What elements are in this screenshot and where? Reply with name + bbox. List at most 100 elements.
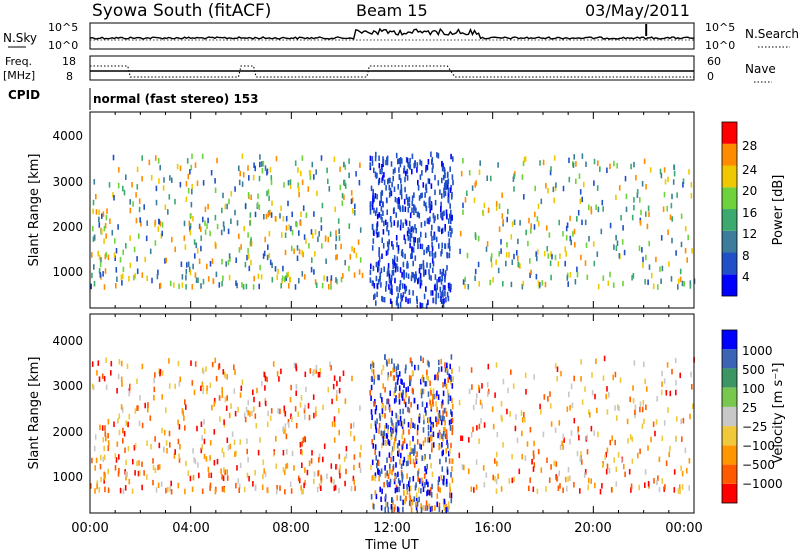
power-cell bbox=[382, 159, 385, 165]
power-cell bbox=[321, 243, 323, 249]
velocity-cell bbox=[569, 475, 571, 481]
power-cell bbox=[344, 183, 347, 189]
velocity-cell bbox=[508, 478, 511, 484]
power-cell bbox=[573, 154, 575, 160]
power-cell bbox=[391, 270, 394, 276]
power-cell bbox=[323, 275, 325, 281]
velocity-cell bbox=[117, 471, 120, 477]
velocity-cell bbox=[665, 460, 668, 466]
power-cbar-tick-24: 24 bbox=[742, 163, 757, 177]
velocity-cell bbox=[401, 433, 403, 440]
velocity-cell bbox=[475, 459, 478, 465]
power-cell bbox=[393, 255, 396, 261]
power-cell bbox=[92, 208, 94, 215]
power-cell bbox=[552, 186, 555, 193]
power-cell bbox=[428, 178, 431, 185]
velocity-cell bbox=[127, 421, 129, 428]
velocity-cell bbox=[512, 383, 515, 389]
power-cell bbox=[317, 236, 319, 242]
power-cell bbox=[383, 172, 385, 178]
power-ytick-4000: 4000 bbox=[52, 129, 83, 143]
velocity-cell bbox=[430, 487, 432, 493]
power-cell bbox=[431, 245, 434, 252]
power-cell bbox=[395, 212, 397, 218]
power-cell bbox=[407, 263, 409, 269]
power-cell bbox=[372, 238, 375, 244]
power-cell bbox=[444, 168, 446, 174]
velocity-cell bbox=[103, 478, 105, 484]
velocity-cell bbox=[555, 461, 558, 467]
power-cell bbox=[98, 222, 101, 228]
velocity-cell bbox=[570, 430, 573, 436]
power-cell bbox=[534, 185, 536, 192]
velocity-cell bbox=[430, 426, 432, 432]
power-cell bbox=[118, 167, 120, 173]
power-cell bbox=[281, 232, 283, 238]
power-cell bbox=[386, 271, 389, 277]
power-cell bbox=[274, 266, 277, 272]
velocity-cell bbox=[394, 382, 397, 388]
power-cell bbox=[382, 201, 384, 208]
velocity-cell bbox=[246, 472, 249, 479]
date-title: 03/May/2011 bbox=[585, 1, 690, 20]
velocity-cell bbox=[408, 398, 410, 404]
velocity-cell bbox=[385, 493, 387, 500]
power-cell bbox=[500, 239, 502, 245]
velocity-cell bbox=[521, 417, 524, 423]
velocity-cell bbox=[559, 483, 561, 489]
power-cell bbox=[373, 294, 375, 301]
power-cell bbox=[495, 201, 498, 207]
velocity-cell bbox=[560, 370, 562, 377]
power-cell bbox=[602, 275, 605, 281]
velocity-cell bbox=[134, 408, 137, 414]
power-cell bbox=[412, 272, 415, 278]
velocity-cell bbox=[384, 425, 386, 431]
velocity-cell bbox=[153, 395, 155, 401]
power-cell bbox=[119, 257, 122, 263]
power-cell bbox=[353, 272, 356, 278]
velocity-cell bbox=[605, 468, 608, 475]
power-cell bbox=[129, 207, 132, 214]
velocity-cell bbox=[446, 439, 448, 446]
velocity-cell bbox=[297, 475, 300, 482]
power-cell bbox=[597, 160, 599, 166]
velocity-cell bbox=[458, 452, 461, 459]
velocity-cell bbox=[391, 469, 393, 476]
power-cell bbox=[406, 175, 409, 181]
velocity-cell bbox=[458, 366, 461, 372]
power-cell bbox=[102, 211, 105, 217]
power-cell bbox=[432, 213, 435, 219]
power-cell bbox=[284, 276, 286, 283]
power-cell bbox=[544, 281, 547, 288]
velocity-cell bbox=[427, 375, 430, 382]
velocity-cell bbox=[478, 423, 481, 430]
velocity-cell bbox=[638, 484, 640, 491]
power-cell bbox=[181, 274, 184, 280]
velocity-cell bbox=[333, 416, 336, 422]
velocity-cell bbox=[103, 454, 106, 460]
velocity-cell bbox=[425, 381, 428, 387]
velocity-cell bbox=[641, 423, 644, 429]
power-cell bbox=[252, 174, 255, 181]
power-cell bbox=[467, 284, 470, 290]
velocity-cell bbox=[424, 437, 427, 443]
velocity-cell bbox=[233, 364, 235, 370]
power-cell bbox=[269, 209, 271, 216]
power-cell bbox=[400, 184, 403, 190]
velocity-cell bbox=[442, 435, 444, 442]
power-cell bbox=[441, 227, 444, 234]
power-cell bbox=[385, 159, 387, 166]
velocity-cell bbox=[391, 420, 393, 426]
velocity-cell bbox=[224, 469, 226, 476]
power-cell bbox=[314, 229, 317, 235]
power-cell bbox=[183, 220, 186, 227]
power-cbar-swatch-7 bbox=[722, 122, 737, 144]
power-cell bbox=[444, 277, 446, 283]
velocity-cell bbox=[107, 433, 109, 439]
velocity-cell bbox=[629, 434, 632, 440]
velocity-cell bbox=[378, 451, 381, 457]
power-cell bbox=[396, 286, 398, 292]
velocity-cell bbox=[617, 452, 620, 458]
power-cell bbox=[250, 240, 253, 247]
power-cell bbox=[301, 271, 304, 277]
